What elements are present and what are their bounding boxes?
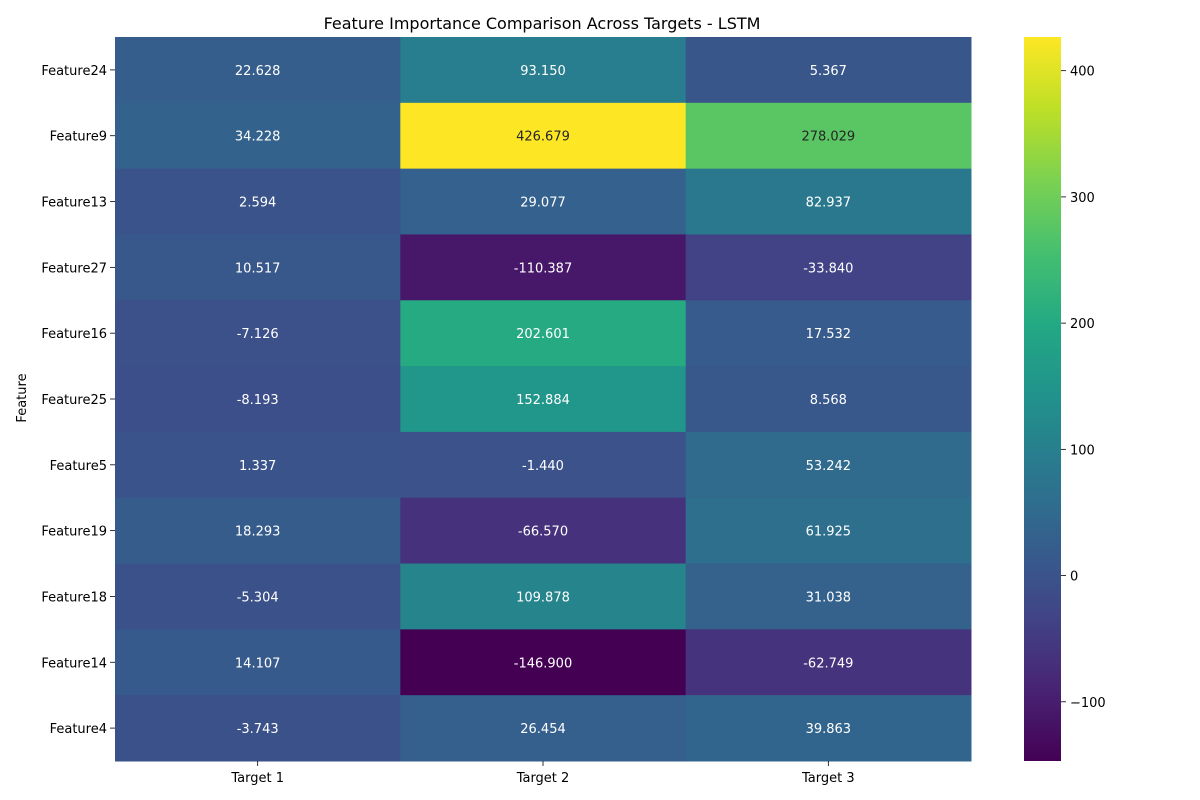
cell-value-label: 2.594 [239, 196, 276, 211]
cell-value-label: 93.150 [520, 64, 566, 79]
chart-title: Feature Importance Comparison Across Tar… [324, 14, 761, 33]
x-tick-label: Target 2 [516, 771, 570, 786]
heatmap-cell [685, 563, 972, 630]
heatmap-cell [115, 695, 401, 762]
heatmap-cell [115, 563, 401, 630]
heatmap-cell [115, 102, 401, 170]
heatmap-cell [400, 695, 687, 762]
cell-value-label: 202.601 [516, 327, 570, 342]
colorbar-tick-label: 100 [1070, 443, 1095, 458]
cell-value-label: 1.337 [239, 459, 276, 474]
y-tick-label: Feature16 [41, 327, 107, 342]
x-tick-label: Target 3 [801, 771, 855, 786]
heatmap-cell [685, 102, 972, 170]
heatmap-cell [115, 431, 401, 499]
cell-value-label: 34.228 [235, 130, 281, 145]
colorbar-tick-label: 300 [1070, 191, 1095, 206]
y-axis-label: Feature [15, 373, 30, 422]
heatmap-cell [400, 629, 687, 696]
cell-value-label: 18.293 [235, 525, 281, 540]
heatmap-cell [115, 629, 401, 696]
x-tick-label: Target 1 [230, 771, 284, 786]
heatmap-cell [400, 497, 687, 565]
cell-value-label: 29.077 [520, 196, 566, 211]
cell-value-label: 61.925 [806, 525, 852, 540]
x-tick-labels: Target 1 Target 2 Target 3 [230, 761, 855, 786]
heatmap-cell [685, 37, 972, 104]
cell-value-label: -62.749 [803, 656, 853, 671]
cell-value-label: 109.878 [516, 590, 570, 605]
heatmap-cell [400, 366, 687, 433]
cell-value-label: 39.863 [806, 722, 852, 737]
heatmap-cell [685, 497, 972, 565]
y-tick-label: Feature9 [50, 130, 107, 145]
cell-value-label: -5.304 [237, 590, 279, 605]
colorbar-gradient [1024, 37, 1061, 761]
cell-value-label: -3.743 [237, 722, 279, 737]
cell-value-label: 278.029 [801, 130, 855, 145]
cell-value-label: -8.193 [237, 393, 279, 408]
y-tick-label: Feature14 [41, 656, 107, 671]
cell-value-label: 31.038 [806, 590, 852, 605]
heatmap-cell [115, 300, 401, 367]
cell-value-label: 82.937 [806, 196, 852, 211]
cell-value-label: -1.440 [522, 459, 564, 474]
cell-value-label: -7.126 [237, 327, 279, 342]
heatmap-cell [115, 497, 401, 565]
heatmap-cell [685, 366, 972, 433]
heatmap-cell [115, 168, 401, 235]
colorbar-tick-label: −100 [1070, 696, 1106, 711]
cell-value-label: 53.242 [806, 459, 852, 474]
cell-value-label: 426.679 [516, 130, 570, 145]
colorbar: −100 0 100 200 300 400 [1024, 37, 1106, 761]
heatmap-cell [400, 168, 687, 235]
heatmap-cell [115, 37, 401, 104]
heatmap-cell [685, 300, 972, 367]
cell-value-label: 22.628 [235, 64, 281, 79]
colorbar-tick-label: 200 [1070, 317, 1095, 332]
heatmap-cell [685, 629, 972, 696]
cell-value-label: 26.454 [520, 722, 566, 737]
heatmap-cell [400, 102, 687, 170]
heatmap-cell [400, 563, 687, 630]
cell-value-label: -110.387 [514, 261, 572, 276]
colorbar-tick-label: 400 [1070, 65, 1095, 80]
y-tick-label: Feature24 [41, 64, 107, 79]
cell-value-label: 152.884 [516, 393, 570, 408]
cell-value-label: 17.532 [806, 327, 852, 342]
y-tick-label: Feature27 [41, 261, 107, 276]
y-tick-label: Feature18 [41, 590, 107, 605]
heatmap-cell [685, 695, 972, 762]
heatmap-cell [400, 431, 687, 499]
y-tick-label: Feature19 [41, 525, 107, 540]
cell-value-label: 14.107 [235, 656, 281, 671]
cell-value-label: -146.900 [514, 656, 572, 671]
cell-value-label: 5.367 [810, 64, 847, 79]
heatmap-cell [115, 366, 401, 433]
y-tick-label: Feature5 [50, 459, 107, 474]
heatmap-cell [400, 234, 687, 301]
heatmap-cell [685, 234, 972, 301]
y-tick-label: Feature25 [41, 393, 107, 408]
y-tick-labels: Feature24 Feature9 Feature13 Feature27 Featu… [41, 64, 115, 737]
heatmap-cell [400, 37, 687, 104]
heatmap-cell [400, 300, 687, 367]
heatmap-cell [685, 431, 972, 499]
cell-value-label: 10.517 [235, 261, 281, 276]
cell-value-label: 8.568 [810, 393, 847, 408]
heatmap-cells: 22.628 93.150 5.367 34.228 426.679 278.029 2.5… [115, 37, 972, 762]
heatmap-cell [115, 234, 401, 301]
cell-value-label: -66.570 [518, 525, 568, 540]
y-tick-label: Feature13 [41, 196, 107, 211]
cell-value-label: -33.840 [803, 261, 853, 276]
colorbar-tick-label: 0 [1070, 570, 1078, 585]
y-tick-label: Feature4 [50, 722, 107, 737]
heatmap-cell [685, 168, 972, 235]
